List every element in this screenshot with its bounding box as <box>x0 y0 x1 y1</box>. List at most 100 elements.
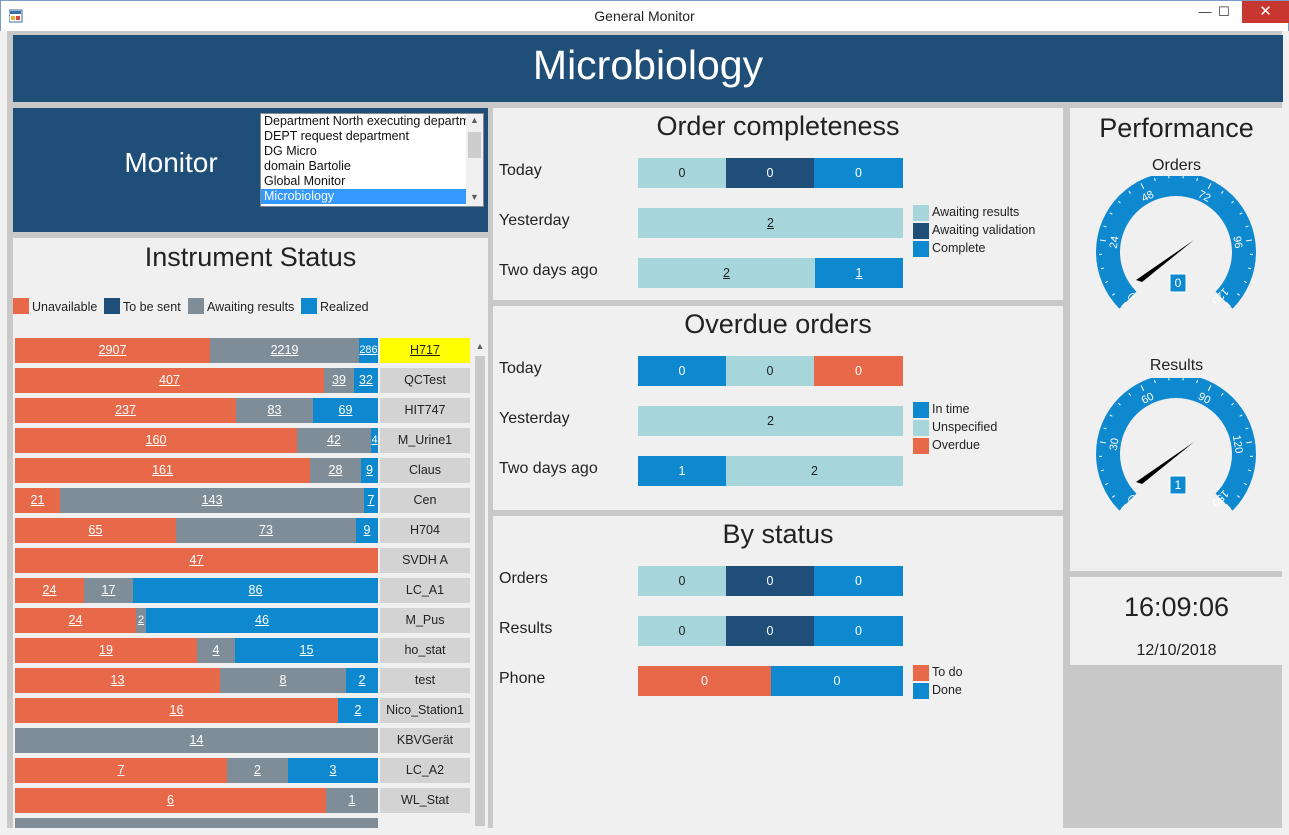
performance-panel: Performance Orders 0 24 48 72 96 120 0 Results… <box>1070 108 1283 571</box>
overdue-orders-title: Overdue orders <box>684 309 872 339</box>
instrument-name[interactable]: test <box>380 668 470 693</box>
scroll-thumb[interactable] <box>475 356 485 826</box>
scroll-up-icon[interactable]: ▲ <box>470 115 479 125</box>
instrument-name[interactable]: Cen <box>380 488 470 513</box>
gauge-arc <box>1096 378 1256 511</box>
instrument-name[interactable]: SVDH A <box>380 548 470 573</box>
gauge-tick <box>1105 280 1109 284</box>
bar-segment: 0 <box>771 666 903 696</box>
minimize-button[interactable]: — <box>1198 4 1212 19</box>
gauge-tick <box>1103 427 1107 430</box>
scroll-thumb[interactable] <box>468 132 481 158</box>
order-completeness-panel: Order completeness Today 0 0 0 Yesterday 2 Two… <box>493 108 1063 300</box>
bar-segment: 0 <box>638 666 771 696</box>
listbox-option[interactable]: Microbiology <box>261 189 466 204</box>
bar-segment-realized: 286 <box>359 338 378 363</box>
table-row[interactable]: 19 4 15 ho_stat <box>15 638 470 663</box>
gauge-tick <box>1246 239 1253 242</box>
instrument-name[interactable]: LC_A1 <box>380 578 470 603</box>
instrument-name[interactable]: WL_Stat <box>380 788 470 813</box>
table-row[interactable]: 16 2 Nico_Station1 <box>15 698 470 723</box>
gauge-tick <box>1128 392 1132 396</box>
row-label: Phone <box>499 670 546 687</box>
bar-segment: 0 <box>726 566 814 596</box>
instrument-name[interactable]: H717 <box>380 338 470 363</box>
bar-segment-realized: 46 <box>146 608 378 633</box>
bar-segment: 0 <box>814 158 903 188</box>
gauge-tick-label: 96 <box>1230 235 1244 249</box>
maximize-button[interactable]: ☐ <box>1218 4 1230 19</box>
table-row <box>15 818 470 828</box>
row-label: Results <box>499 620 553 637</box>
instrument-name[interactable]: KBVGerät <box>380 728 470 753</box>
gauge-tick <box>1117 200 1121 204</box>
gauge-tick <box>1128 190 1132 194</box>
table-row[interactable]: 21 143 7 Cen <box>15 488 470 513</box>
stacked-bar[interactable]: 2 <box>638 208 903 238</box>
bar-segment: 2 <box>726 456 903 486</box>
instrument-name[interactable]: LC_A2 <box>380 758 470 783</box>
table-row[interactable]: 407 39 32 QCTest <box>15 368 470 393</box>
instrument-name[interactable]: HIT747 <box>380 398 470 423</box>
bar-segment-unavailable: 6 <box>15 788 326 813</box>
bar-segment: 1 <box>638 456 726 486</box>
gauge-tick <box>1154 379 1156 384</box>
gauge-tick <box>1099 239 1106 242</box>
listbox-option[interactable]: DG Micro <box>264 144 317 158</box>
gauge-tick-label: 120 <box>1230 434 1245 454</box>
close-button[interactable]: ✕ <box>1242 1 1289 23</box>
bar-segment-realized: 3 <box>288 758 378 783</box>
scroll-down-icon[interactable]: ▼ <box>470 192 479 202</box>
instrument-name[interactable]: Claus <box>380 458 470 483</box>
table-row[interactable]: 47 SVDH A <box>15 548 470 573</box>
table-row[interactable]: 160 42 4 M_Urine1 <box>15 428 470 453</box>
bar-segment-unavailable: 47 <box>15 548 378 573</box>
instrument-name[interactable]: M_Pus <box>380 608 470 633</box>
table-row[interactable]: 161 28 9 Claus <box>15 458 470 483</box>
scroll-up-icon[interactable]: ▲ <box>475 341 485 351</box>
monitor-listbox[interactable]: Department North executing department DEP… <box>260 113 484 207</box>
gauge-tick <box>1109 212 1113 215</box>
instrument-scrollbar[interactable]: ▲ <box>472 338 488 828</box>
listbox-option[interactable]: DEPT request department <box>264 129 409 143</box>
bar-segment-realized: 32 <box>354 368 378 393</box>
listbox-option[interactable]: Global Monitor <box>264 174 346 188</box>
bar-segment-awaiting: 2 <box>227 758 288 783</box>
gauge-tick-label: 60 <box>1140 391 1156 407</box>
table-row[interactable]: 6 1 WL_Stat <box>15 788 470 813</box>
instrument-name[interactable]: Nico_Station1 <box>380 698 470 723</box>
gauge-tick <box>1121 503 1127 509</box>
instrument-name[interactable]: H704 <box>380 518 470 543</box>
table-row[interactable]: 7 2 3 LC_A2 <box>15 758 470 783</box>
gauge-tick-label: 48 <box>1140 189 1156 205</box>
bar-segment-unavailable: 407 <box>15 368 324 393</box>
table-row[interactable]: 2907 2219 286 H717 <box>15 338 470 363</box>
gauge-value-box <box>1169 475 1187 495</box>
bar-segment-awaiting: 39 <box>324 368 354 393</box>
table-row[interactable]: 24 17 86 LC_A1 <box>15 578 470 603</box>
gauge-tick <box>1100 469 1104 472</box>
instrument-name[interactable]: QCTest <box>380 368 470 393</box>
listbox-scrollbar[interactable]: ▲ ▼ <box>466 114 483 206</box>
gauge-tick <box>1248 267 1252 270</box>
stacked-bar[interactable]: 2 <box>638 406 903 436</box>
table-row[interactable]: 24 2 46 M_Pus <box>15 608 470 633</box>
instrument-name[interactable]: ho_stat <box>380 638 470 663</box>
gauge-tick <box>1154 177 1156 182</box>
order-completeness-title: Order completeness <box>656 111 900 141</box>
listbox-option[interactable]: Department North executing department <box>264 114 466 128</box>
table-row[interactable]: 14 KBVGerät <box>15 728 470 753</box>
instrument-name[interactable]: M_Urine1 <box>380 428 470 453</box>
listbox-option[interactable]: domain Bartolie <box>264 159 351 173</box>
bar-segment-awaiting: 2219 <box>210 338 359 363</box>
table-row[interactable]: 237 83 69 HIT747 <box>15 398 470 423</box>
table-row[interactable]: 13 8 2 test <box>15 668 470 693</box>
table-row[interactable]: 65 73 9 H704 <box>15 518 470 543</box>
